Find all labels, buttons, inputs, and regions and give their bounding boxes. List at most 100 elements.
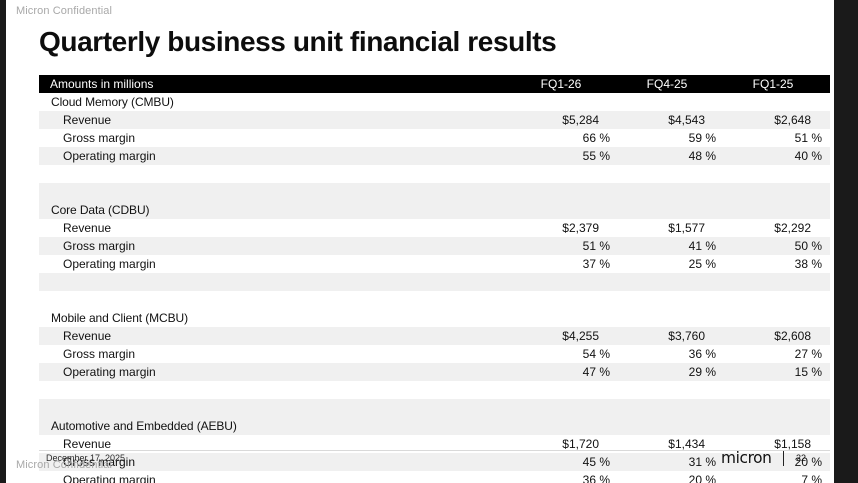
cell-3-0-2: $1,158 bbox=[724, 435, 830, 453]
cell-3-2-2: 7 % bbox=[724, 471, 830, 483]
cell-1-1-0: 51 % bbox=[512, 237, 618, 255]
footer-date: December 17, 2025 bbox=[46, 453, 126, 463]
cell-0-2-0: 55 % bbox=[512, 147, 618, 165]
segment-blank-0-1 bbox=[618, 93, 724, 111]
cell-2-1-1: 36 % bbox=[618, 345, 724, 363]
segment-header-row: Mobile and Client (MCBU) bbox=[39, 309, 830, 327]
page-number: 22 bbox=[795, 453, 806, 463]
cell-2-0-0: $4,255 bbox=[512, 327, 618, 345]
cell-1-1-1: 41 % bbox=[618, 237, 724, 255]
segment-name-3: Automotive and Embedded (AEBU) bbox=[39, 417, 512, 435]
cell-2-2-1: 29 % bbox=[618, 363, 724, 381]
cell-3-1-2: 20 % bbox=[724, 453, 830, 471]
table-row: Revenue $1,720 $1,434 $1,158 bbox=[39, 435, 830, 453]
segment-spacer bbox=[39, 165, 830, 183]
table-row: Revenue $2,379 $1,577 $2,292 bbox=[39, 219, 830, 237]
row-label-gm-2: Gross margin bbox=[39, 345, 512, 363]
segment-spacer bbox=[39, 291, 830, 309]
row-label-gm-1: Gross margin bbox=[39, 237, 512, 255]
cell-1-1-2: 50 % bbox=[724, 237, 830, 255]
table-header-label: Amounts in millions bbox=[39, 75, 512, 93]
segment-name-2: Mobile and Client (MCBU) bbox=[39, 309, 512, 327]
row-label-om-1: Operating margin bbox=[39, 255, 512, 273]
segment-blank-2-0 bbox=[512, 309, 618, 327]
segment-blank-2-2 bbox=[724, 309, 830, 327]
table-row: Operating margin 36 % 20 % 7 % bbox=[39, 471, 830, 483]
row-label-om-0: Operating margin bbox=[39, 147, 512, 165]
brand-divider bbox=[783, 450, 784, 466]
cell-3-0-0: $1,720 bbox=[512, 435, 618, 453]
segment-spacer bbox=[39, 273, 830, 291]
segment-blank-1-1 bbox=[618, 201, 724, 219]
cell-1-2-2: 38 % bbox=[724, 255, 830, 273]
table-row: Operating margin 55 % 48 % 40 % bbox=[39, 147, 830, 165]
table-row: Gross margin 66 % 59 % 51 % bbox=[39, 129, 830, 147]
table-row: Operating margin 37 % 25 % 38 % bbox=[39, 255, 830, 273]
cell-2-1-0: 54 % bbox=[512, 345, 618, 363]
spacer-cell bbox=[39, 399, 830, 417]
row-label-om-3: Operating margin bbox=[39, 471, 512, 483]
row-label-revenue-2: Revenue bbox=[39, 327, 512, 345]
table-header-col-0: FQ1-26 bbox=[512, 75, 618, 93]
segment-blank-3-0 bbox=[512, 417, 618, 435]
segment-blank-0-2 bbox=[724, 93, 830, 111]
footer-brand: micron 22 bbox=[720, 450, 808, 466]
cell-0-0-1: $4,543 bbox=[618, 111, 724, 129]
table-row: Gross margin 45 % 31 % 20 % bbox=[39, 453, 830, 471]
segment-blank-1-2 bbox=[724, 201, 830, 219]
segment-blank-1-0 bbox=[512, 201, 618, 219]
segment-spacer bbox=[39, 183, 830, 201]
cell-0-1-0: 66 % bbox=[512, 129, 618, 147]
cell-2-1-2: 27 % bbox=[724, 345, 830, 363]
cell-3-2-0: 36 % bbox=[512, 471, 618, 483]
table-row: Gross margin 51 % 41 % 50 % bbox=[39, 237, 830, 255]
slide-canvas: Micron Confidential Quarterly business u… bbox=[12, 0, 834, 483]
spacer-cell bbox=[39, 183, 830, 201]
row-label-revenue-3: Revenue bbox=[39, 435, 512, 453]
table-row: Revenue $4,255 $3,760 $2,608 bbox=[39, 327, 830, 345]
table-header-row: Amounts in millions FQ1-26 FQ4-25 FQ1-25 bbox=[39, 75, 830, 93]
segment-blank-3-1 bbox=[618, 417, 724, 435]
confidential-watermark-top: Micron Confidential bbox=[16, 5, 113, 17]
page-title: Quarterly business unit financial result… bbox=[39, 26, 557, 57]
segment-spacer bbox=[39, 399, 830, 417]
segment-spacer bbox=[39, 381, 830, 399]
cell-1-2-1: 25 % bbox=[618, 255, 724, 273]
table-row: Revenue $5,284 $4,543 $2,648 bbox=[39, 111, 830, 129]
cell-3-1-0: 45 % bbox=[512, 453, 618, 471]
segment-blank-0-0 bbox=[512, 93, 618, 111]
row-label-revenue-0: Revenue bbox=[39, 111, 512, 129]
cell-2-0-2: $2,608 bbox=[724, 327, 830, 345]
segment-name-1: Core Data (CDBU) bbox=[39, 201, 512, 219]
cell-3-0-1: $1,434 bbox=[618, 435, 724, 453]
row-label-om-2: Operating margin bbox=[39, 363, 512, 381]
cell-0-1-2: 51 % bbox=[724, 129, 830, 147]
cell-0-1-1: 59 % bbox=[618, 129, 724, 147]
micron-logo: micron bbox=[721, 448, 772, 467]
spacer-cell bbox=[39, 291, 830, 309]
cell-0-0-2: $2,648 bbox=[724, 111, 830, 129]
table-header-col-2: FQ1-25 bbox=[724, 75, 830, 93]
table-header-col-1: FQ4-25 bbox=[618, 75, 724, 93]
cell-1-0-1: $1,577 bbox=[618, 219, 724, 237]
spacer-cell bbox=[39, 381, 830, 399]
row-label-gm-0: Gross margin bbox=[39, 129, 512, 147]
table-row: Operating margin 47 % 29 % 15 % bbox=[39, 363, 830, 381]
cell-1-2-0: 37 % bbox=[512, 255, 618, 273]
spacer-cell bbox=[39, 165, 830, 183]
financial-results-table: Amounts in millions FQ1-26 FQ4-25 FQ1-25… bbox=[39, 75, 830, 483]
segment-header-row: Cloud Memory (CMBU) bbox=[39, 93, 830, 111]
cell-1-0-2: $2,292 bbox=[724, 219, 830, 237]
segment-blank-3-2 bbox=[724, 417, 830, 435]
cell-0-0-0: $5,284 bbox=[512, 111, 618, 129]
cell-0-2-1: 48 % bbox=[618, 147, 724, 165]
cell-0-2-2: 40 % bbox=[724, 147, 830, 165]
cell-3-1-1: 31 % bbox=[618, 453, 724, 471]
cell-2-2-0: 47 % bbox=[512, 363, 618, 381]
segment-header-row: Core Data (CDBU) bbox=[39, 201, 830, 219]
segment-name-0: Cloud Memory (CMBU) bbox=[39, 93, 512, 111]
row-label-revenue-1: Revenue bbox=[39, 219, 512, 237]
segment-blank-2-1 bbox=[618, 309, 724, 327]
cell-2-0-1: $3,760 bbox=[618, 327, 724, 345]
